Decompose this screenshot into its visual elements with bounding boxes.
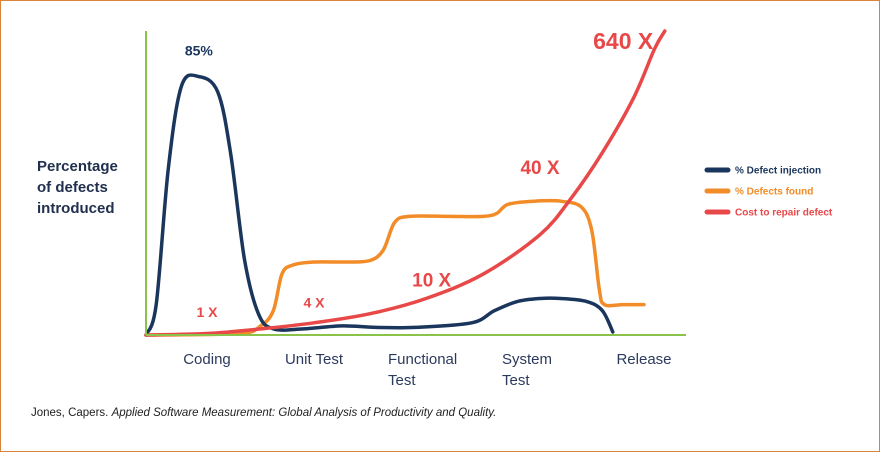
series-group	[144, 29, 667, 337]
data-label: 640 X	[593, 28, 654, 54]
x-tick-label: Unit Test	[285, 351, 344, 368]
x-tick-label: System	[502, 351, 552, 368]
citation-title: Applied Software Measurement: Global Ana…	[111, 407, 497, 419]
y-axis-label-line: introduced	[37, 200, 115, 217]
y-axis-label: Percentage of defects introduced	[37, 158, 118, 217]
y-axis-label-line: Percentage	[37, 158, 118, 175]
source-citation: Jones, Capers. Applied Software Measurem…	[31, 407, 496, 419]
data-label: 10 X	[412, 270, 451, 291]
data-label: 4 X	[303, 295, 325, 311]
x-tick-label: Release	[616, 351, 671, 368]
series-line-0	[144, 73, 615, 337]
x-tick-label: Test	[502, 372, 530, 389]
data-label: 85%	[185, 42, 214, 58]
legend-label: % Defect injection	[735, 166, 821, 177]
data-label: 1 X	[196, 304, 218, 320]
legend-label: % Defects found	[735, 187, 813, 198]
x-tick-label: Functional	[388, 351, 457, 368]
legend-label: Cost to repair defect	[735, 208, 833, 219]
x-tick-label: Test	[388, 372, 416, 389]
citation-author: Jones, Capers.	[31, 407, 109, 419]
x-tick-labels: Coding Unit Test Functional Test System Test R…	[183, 351, 671, 389]
legend: % Defect injection % Defects found Cost to…	[704, 166, 833, 219]
data-label: 40 X	[520, 158, 559, 179]
axes	[145, 31, 686, 336]
y-axis-label-line: of defects	[37, 179, 108, 196]
data-labels: 85% 1 X 4 X 10 X 40 X 640 X	[185, 28, 654, 320]
series-line-1	[144, 198, 646, 337]
series-line-2	[144, 29, 667, 337]
x-tick-label: Coding	[183, 351, 231, 368]
